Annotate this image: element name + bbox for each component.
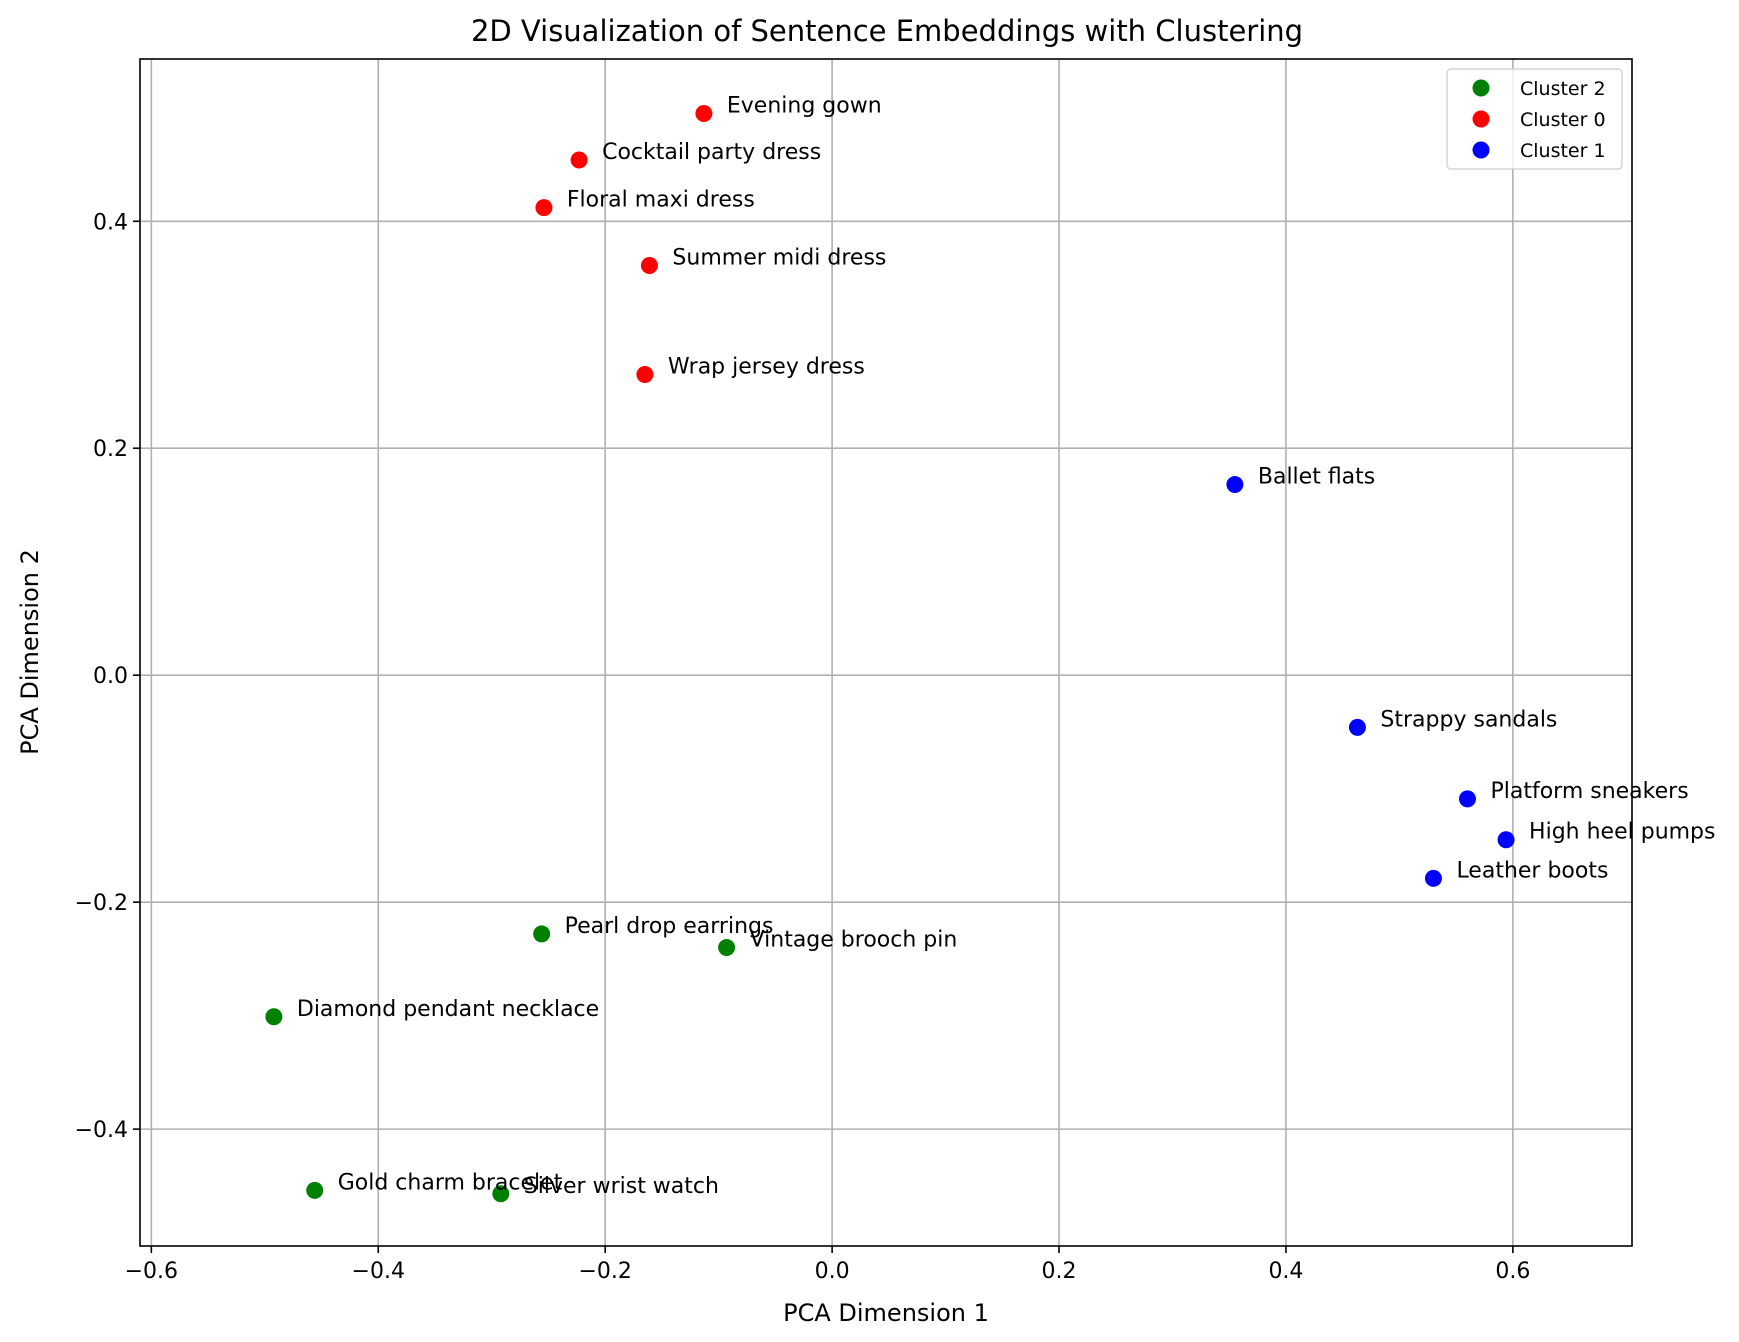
scatter-point	[1226, 476, 1244, 494]
x-tick-label: 0.6	[1495, 1259, 1530, 1284]
y-axis-ticks: −0.4 −0.2 0.0 0.2 0.4	[75, 210, 140, 1143]
legend-marker	[1472, 79, 1490, 97]
data-points	[265, 104, 1515, 1203]
legend: Cluster 2 Cluster 0 Cluster 1	[1446, 68, 1623, 170]
scatter-point	[718, 939, 736, 957]
scatter-point	[570, 151, 588, 169]
x-tick-label: −0.4	[352, 1259, 405, 1284]
legend-label: Cluster 2	[1520, 78, 1606, 100]
scatter-point	[1348, 718, 1366, 736]
scatter-point	[1424, 869, 1442, 887]
legend-marker	[1472, 141, 1490, 159]
point-label: Floral maxi dress	[567, 188, 755, 213]
point-label: Platform sneakers	[1490, 779, 1688, 804]
point-label: Leather boots	[1456, 858, 1608, 883]
scatter-point	[1458, 790, 1476, 808]
x-tick-label: −0.2	[578, 1259, 631, 1284]
point-label: Summer midi dress	[672, 246, 886, 271]
legend-box	[1446, 68, 1623, 170]
x-tick-label: 0.0	[815, 1259, 850, 1284]
scatter-point	[535, 199, 553, 217]
point-label: Pearl drop earrings	[565, 914, 774, 939]
legend-label: Cluster 1	[1520, 140, 1606, 162]
point-label: Gold charm bracelet	[338, 1170, 563, 1195]
point-label: High heel pumps	[1529, 820, 1715, 845]
scatter-point	[1497, 831, 1515, 849]
scatter-point	[695, 104, 713, 122]
point-label: Ballet flats	[1258, 465, 1375, 490]
x-tick-label: 0.4	[1268, 1259, 1303, 1284]
y-tick-label: 0.0	[93, 664, 128, 689]
legend-label: Cluster 0	[1520, 109, 1606, 131]
chart-title: 2D Visualization of Sentence Embeddings …	[471, 14, 1303, 48]
point-label: Strappy sandals	[1380, 707, 1557, 732]
point-label: Cocktail party dress	[602, 140, 821, 165]
point-label: Wrap jersey dress	[668, 354, 865, 379]
y-tick-label: −0.2	[75, 891, 128, 916]
y-tick-label: −0.4	[75, 1118, 128, 1143]
point-label: Evening gown	[727, 93, 882, 118]
x-tick-label: 0.2	[1042, 1259, 1077, 1284]
scatter-point	[636, 365, 654, 383]
point-label: Silver wrist watch	[524, 1174, 719, 1199]
point-label: Diamond pendant necklace	[297, 997, 599, 1022]
point-label: Vintage brooch pin	[750, 928, 958, 953]
scatter-point	[306, 1181, 324, 1199]
grid-lines	[140, 59, 1632, 1246]
scatter-point	[492, 1185, 510, 1203]
plot-frame	[139, 58, 1633, 1247]
y-tick-label: 0.4	[93, 210, 128, 235]
scatter-point	[265, 1008, 283, 1026]
y-tick-label: 0.2	[93, 437, 128, 462]
x-tick-label: −0.6	[125, 1259, 178, 1284]
x-axis-ticks: −0.6 −0.4 −0.2 0.0 0.2 0.4 0.6	[125, 1246, 1530, 1284]
y-axis-label: PCA Dimension 2	[16, 549, 44, 755]
legend-marker	[1472, 110, 1490, 128]
scatter-point	[640, 257, 658, 275]
scatter-point	[533, 925, 551, 943]
x-axis-label: PCA Dimension 1	[783, 1299, 989, 1327]
